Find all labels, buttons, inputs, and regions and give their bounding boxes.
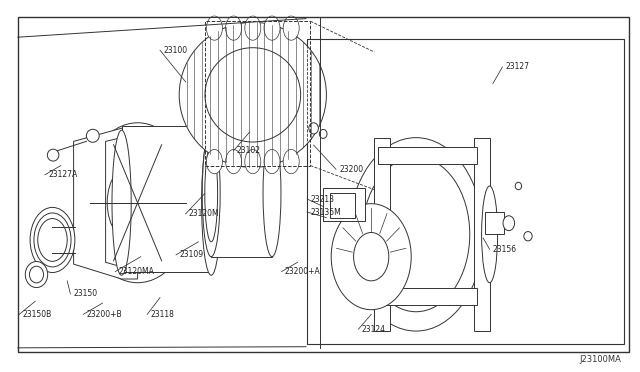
Text: 23150: 23150 [74, 289, 98, 298]
Bar [474, 138, 490, 331]
Ellipse shape [515, 182, 522, 190]
Ellipse shape [206, 16, 223, 40]
Ellipse shape [245, 16, 261, 40]
Ellipse shape [283, 150, 299, 174]
Bar [122, 126, 211, 272]
Bar [211, 130, 272, 257]
Ellipse shape [503, 216, 515, 231]
Text: 23200+A: 23200+A [285, 267, 321, 276]
Ellipse shape [30, 208, 75, 272]
Bar [205, 21, 310, 166]
Ellipse shape [38, 219, 67, 262]
Ellipse shape [319, 129, 327, 138]
Text: 23135M: 23135M [310, 208, 341, 217]
Ellipse shape [179, 22, 326, 167]
Text: 23127A: 23127A [48, 170, 77, 179]
Ellipse shape [206, 150, 223, 174]
Ellipse shape [82, 123, 193, 283]
Ellipse shape [205, 145, 218, 242]
Text: 23109: 23109 [179, 250, 204, 259]
Ellipse shape [86, 129, 99, 142]
Ellipse shape [245, 150, 261, 174]
Ellipse shape [108, 160, 168, 246]
Text: 23124: 23124 [362, 325, 385, 334]
Text: 23120MA: 23120MA [118, 267, 154, 276]
Ellipse shape [26, 262, 48, 288]
Ellipse shape [112, 130, 131, 275]
Ellipse shape [29, 266, 44, 283]
Bar [485, 212, 504, 234]
Ellipse shape [332, 204, 411, 310]
Polygon shape [74, 126, 138, 279]
Ellipse shape [308, 123, 319, 134]
Ellipse shape [524, 231, 532, 241]
Ellipse shape [47, 149, 59, 161]
Ellipse shape [226, 16, 242, 40]
Ellipse shape [349, 138, 483, 331]
Ellipse shape [124, 182, 152, 223]
Text: 23118: 23118 [150, 310, 174, 319]
Bar [330, 193, 355, 218]
Ellipse shape [283, 16, 299, 40]
Ellipse shape [205, 48, 301, 142]
Text: 23200+B: 23200+B [86, 310, 122, 319]
Text: 23120M: 23120M [189, 209, 220, 218]
Ellipse shape [202, 130, 220, 257]
Ellipse shape [34, 213, 71, 267]
Bar [374, 138, 390, 331]
Ellipse shape [481, 186, 497, 283]
Text: 23156: 23156 [493, 245, 517, 254]
Ellipse shape [226, 150, 242, 174]
Text: 23200: 23200 [339, 165, 364, 174]
Ellipse shape [362, 157, 470, 312]
Text: 23100: 23100 [163, 46, 188, 55]
Ellipse shape [353, 232, 388, 281]
Ellipse shape [263, 130, 281, 257]
Text: 23213: 23213 [310, 195, 334, 203]
Ellipse shape [264, 16, 280, 40]
Bar [378, 147, 477, 164]
Text: 23102: 23102 [237, 146, 261, 155]
Text: 23127: 23127 [506, 62, 529, 71]
Bar [378, 288, 477, 305]
Bar [323, 188, 365, 221]
Text: 23150B: 23150B [22, 310, 52, 319]
Ellipse shape [264, 150, 280, 174]
Text: J23100MA: J23100MA [579, 355, 621, 364]
Ellipse shape [202, 130, 221, 275]
Bar [307, 39, 624, 344]
